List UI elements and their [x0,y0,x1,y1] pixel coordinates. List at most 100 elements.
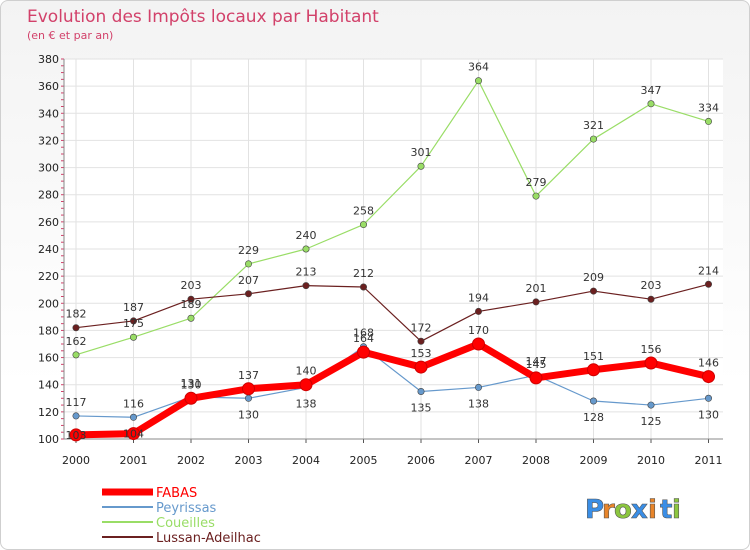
series-line-fabas [75,340,710,439]
data-point [72,351,80,359]
data-label: 194 [468,291,489,304]
brand-letter: t [660,495,672,525]
data-label: 347 [641,84,662,97]
data-label: 146 [698,357,719,370]
brand-letter: i [672,495,681,525]
data-point [299,378,313,392]
y-tick-label: 220 [38,270,59,283]
data-point [414,360,428,374]
data-point [474,383,482,391]
y-tick-label: 260 [38,216,59,229]
y-tick-label: 360 [38,80,59,93]
chart-title: Evolution des Impôts locaux par Habitant [27,7,379,27]
x-tick-label: 2008 [522,454,550,467]
brand-letter: x [631,495,648,525]
data-label: 334 [698,101,719,114]
y-tick-label: 380 [38,53,59,66]
data-label: 125 [641,415,662,428]
y-tick-label: 200 [38,297,59,310]
legend-label: Coueilles [156,516,215,531]
y-tick-label: 120 [38,406,59,419]
x-tick-label: 2002 [177,454,205,467]
data-label: 201 [526,282,547,295]
data-point [589,397,597,405]
data-point [357,345,370,359]
x-tick-label: 2011 [695,454,723,467]
data-point [417,162,425,170]
x-tick-label: 2007 [465,454,493,467]
legend-label: Peyrissas [156,501,217,516]
brand-letter: P [585,495,604,525]
data-point [302,245,310,253]
data-label: 162 [66,335,87,348]
brand-letter: o [614,495,632,525]
y-tick-label: 100 [38,433,59,446]
data-label: 135 [411,402,432,415]
data-label: 138 [468,397,489,410]
data-label: 130 [238,408,259,421]
data-point [532,192,540,200]
data-label: 258 [353,205,374,218]
data-label: 137 [238,369,259,382]
data-label: 131 [181,377,202,390]
data-point [72,412,80,420]
data-label: 156 [641,343,662,356]
data-point [589,135,597,143]
data-label: 203 [641,279,662,292]
data-point [474,307,482,315]
data-label: 240 [296,229,317,242]
data-point [130,317,138,325]
x-tick-label: 2003 [235,454,263,467]
data-point [130,413,138,421]
brand-letter: r [602,495,615,525]
data-label: 213 [296,266,317,279]
data-label: 203 [181,279,202,292]
data-label: 138 [296,397,317,410]
data-label: 153 [411,347,432,360]
data-point [245,290,253,298]
data-point [529,371,543,385]
data-label: 301 [411,146,432,159]
data-label: 140 [296,365,317,378]
data-label: 175 [123,317,144,330]
data-label: 128 [583,411,604,424]
data-point [647,295,655,303]
data-label: 279 [526,176,547,189]
data-point [302,282,310,290]
x-tick-label: 2004 [292,454,320,467]
y-tick-label: 160 [38,352,59,365]
x-tick-label: 2000 [62,454,90,467]
chart-subtitle: (en € et par an) [27,29,113,42]
data-label: 189 [181,298,202,311]
data-point [472,337,485,351]
data-point [359,221,367,229]
data-label: 172 [411,321,432,334]
data-point [417,337,425,345]
y-tick-label: 140 [38,379,59,392]
data-label: 130 [181,378,202,391]
data-label: 364 [468,61,489,74]
data-label: 229 [238,244,259,257]
data-label: 168 [353,327,374,340]
data-label: 212 [353,267,374,280]
x-tick-label: 2009 [580,454,608,467]
legend-label: FABAS [156,486,197,501]
x-tick-label: 2005 [350,454,378,467]
data-point [187,295,195,303]
data-point [704,117,712,125]
y-tick-label: 240 [38,243,59,256]
data-point [589,287,597,295]
x-tick-label: 2001 [120,454,148,467]
x-tick-label: 2010 [637,454,665,467]
data-label: 209 [583,271,604,284]
data-point [184,391,198,405]
data-point [187,314,195,322]
data-label: 187 [123,301,144,314]
data-point [647,401,655,409]
data-point [245,394,253,402]
data-label: 182 [66,308,87,321]
legend-label: Lussan-Adeilhac [156,531,261,546]
data-label: 151 [583,350,604,363]
data-point [417,387,425,395]
